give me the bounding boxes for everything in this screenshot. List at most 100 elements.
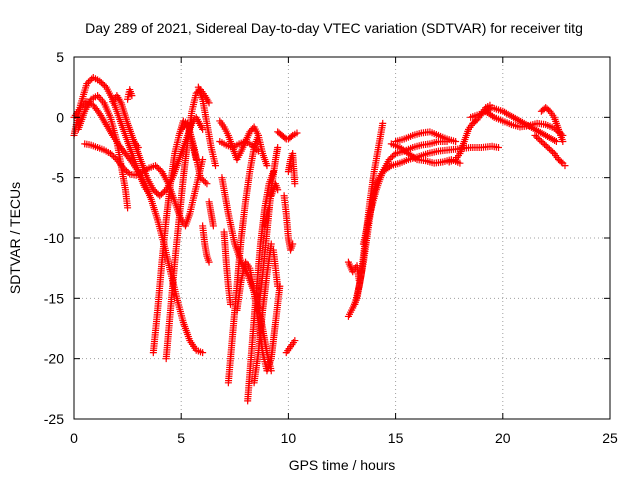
- data-point: [200, 177, 208, 185]
- data-point: [267, 240, 275, 248]
- series-arc-38: [482, 107, 567, 139]
- data-point: [156, 192, 164, 200]
- data-point: [552, 137, 560, 145]
- grid: [74, 57, 610, 419]
- data-point: [123, 167, 131, 175]
- data-point: [80, 101, 88, 109]
- data-point: [489, 112, 497, 120]
- series-arc-17: [220, 228, 235, 308]
- data-point: [155, 165, 163, 173]
- data-point: [84, 78, 92, 86]
- data-point: [287, 133, 295, 141]
- chart-title: Day 289 of 2021, Sidereal Day-to-day VTE…: [85, 20, 583, 36]
- data-point: [78, 102, 86, 110]
- data-point: [289, 240, 297, 248]
- x-tick-label: 10: [281, 430, 297, 446]
- data-point: [274, 282, 282, 290]
- data-point: [557, 158, 565, 166]
- data-point: [151, 162, 159, 170]
- data-point: [254, 147, 262, 155]
- series-arc-26: [274, 128, 301, 143]
- data-point: [549, 148, 557, 156]
- data-point: [106, 150, 114, 158]
- y-tick-label: -10: [44, 230, 64, 246]
- y-tick-label: -25: [44, 411, 64, 427]
- data-point: [179, 124, 187, 132]
- data-point: [196, 174, 204, 182]
- data-point: [263, 162, 271, 170]
- y-tick-label: 0: [56, 109, 64, 125]
- data-point: [534, 134, 542, 142]
- data-point: [110, 153, 118, 161]
- data-point: [153, 189, 161, 197]
- series-arc-28: [282, 337, 299, 357]
- data-point: [95, 93, 103, 101]
- x-tick-label: 0: [70, 430, 78, 446]
- data-point: [149, 186, 157, 194]
- data-point: [561, 162, 569, 170]
- data-point: [274, 186, 282, 194]
- data-point: [542, 142, 550, 150]
- x-tick-label: 25: [602, 430, 618, 446]
- data-point: [128, 92, 136, 100]
- data-point: [388, 153, 396, 161]
- series-arc-20: [244, 168, 277, 405]
- y-tick-label: -20: [44, 351, 64, 367]
- data-point: [385, 156, 393, 164]
- x-tick-label: 20: [495, 430, 511, 446]
- data-point: [124, 169, 132, 177]
- data-point: [153, 163, 161, 171]
- data-point: [545, 145, 553, 153]
- data-point: [390, 151, 398, 159]
- data-point: [456, 159, 464, 167]
- data-point: [495, 144, 503, 151]
- data-point: [533, 133, 541, 141]
- y-tick-label: -15: [44, 290, 64, 306]
- y-tick-label: 5: [56, 49, 64, 65]
- axis-ticks: 0 5 10 15 20 25 5 0 -5 -10 -15 -20 -25: [44, 49, 618, 446]
- series-arc-9: [162, 86, 213, 363]
- data-point: [291, 180, 299, 188]
- series-arc-6: [124, 86, 136, 103]
- data-point: [291, 337, 299, 345]
- series-arc-13: [205, 198, 217, 230]
- x-tick-label: 5: [177, 430, 185, 446]
- series-arc-39: [531, 131, 569, 170]
- data-point: [265, 204, 273, 212]
- series-arc-24: [267, 180, 282, 200]
- data-point: [205, 99, 213, 107]
- y-axis-label: SDTVAR / TECUs: [7, 182, 23, 294]
- data-point: [254, 131, 262, 139]
- data-points: [70, 74, 569, 405]
- data-point: [159, 189, 167, 197]
- series-arc-29: [284, 150, 299, 188]
- data-point: [99, 80, 107, 88]
- data-point: [531, 131, 539, 139]
- data-point: [121, 166, 129, 174]
- data-point: [101, 82, 109, 90]
- series-arc-10: [177, 119, 211, 188]
- data-point: [212, 162, 220, 170]
- data-point: [124, 204, 132, 212]
- data-point: [86, 77, 94, 85]
- data-point: [76, 104, 84, 112]
- data-point: [156, 166, 164, 174]
- data-point: [293, 129, 301, 137]
- data-point: [203, 180, 211, 188]
- data-point: [536, 136, 544, 144]
- data-point: [97, 79, 105, 87]
- data-point: [539, 139, 547, 147]
- data-point: [177, 125, 185, 133]
- data-point: [379, 119, 387, 127]
- series-arc-23: [261, 204, 273, 230]
- data-point: [198, 175, 206, 183]
- data-point: [411, 154, 419, 162]
- data-point: [205, 258, 213, 266]
- data-point: [452, 137, 460, 145]
- series-arc-35: [392, 128, 460, 145]
- x-axis-label: GPS time / hours: [289, 457, 396, 473]
- data-point: [108, 151, 116, 159]
- data-point: [544, 144, 552, 151]
- series-arc-11: [194, 83, 220, 170]
